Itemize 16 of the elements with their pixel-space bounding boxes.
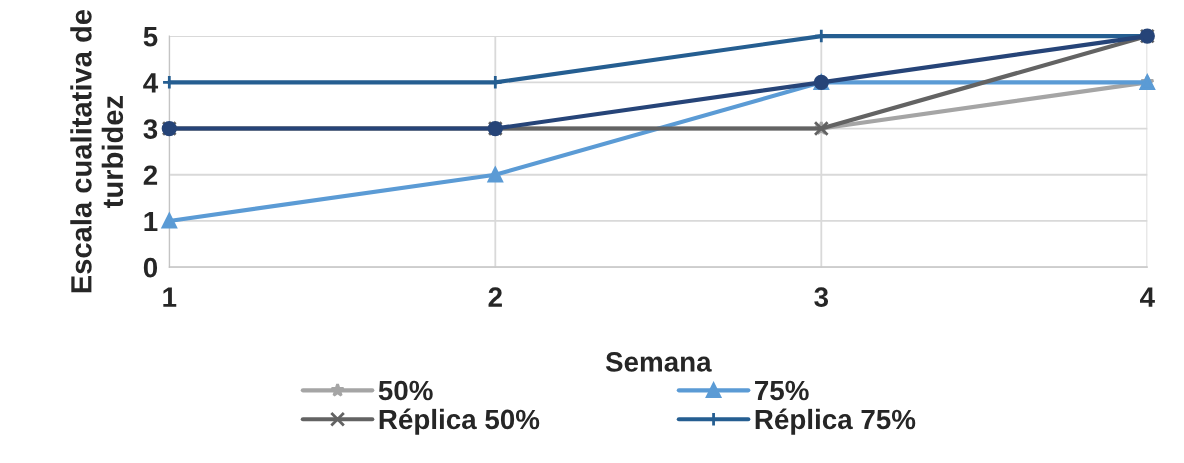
y-tick-label: 0 xyxy=(143,257,158,278)
x-tick-label: 2 xyxy=(488,287,502,307)
x-tick-label: 3 xyxy=(814,287,829,308)
legend-label: 50% xyxy=(378,380,433,401)
y-tick-label: 3 xyxy=(143,119,158,139)
x-tick-label: 4 xyxy=(1139,287,1155,307)
y-tick-label: 5 xyxy=(143,27,158,47)
y-tick-label: 2 xyxy=(143,165,158,185)
y-axis-title: Escala cualitativa de turbidez xyxy=(70,9,124,293)
x-tick-label: 1 xyxy=(163,287,177,307)
x-axis-title: Semana xyxy=(605,352,712,372)
y-tick-label: 4 xyxy=(143,73,159,93)
y-tick-label: 1 xyxy=(144,211,158,232)
legend-label: Réplica 50% xyxy=(379,408,540,435)
legend-label: Réplica 75% xyxy=(755,408,916,435)
legend-label: 75% xyxy=(755,380,809,401)
